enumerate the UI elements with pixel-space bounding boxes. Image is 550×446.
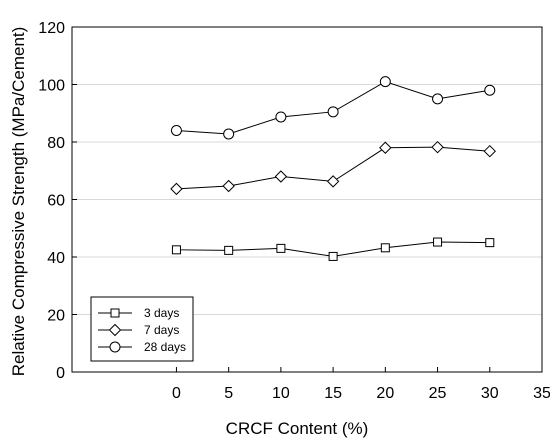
x-tick-label: 35 [533, 385, 550, 402]
y-tick-label: 0 [56, 365, 65, 382]
legend-marker [110, 308, 120, 318]
series-circle [170, 76, 496, 140]
data-point [483, 144, 496, 158]
y-axis-title: Relative Compressive Strength (MPa/Cemen… [9, 27, 28, 377]
legend: 3 days 7 days 28 days [90, 296, 194, 362]
data-point [431, 140, 444, 154]
series-diamond [170, 140, 496, 196]
data-point [433, 237, 443, 247]
legend-label: 28 days [144, 340, 186, 354]
x-tick-label: 15 [324, 385, 342, 402]
y-tick-label: 100 [38, 78, 65, 95]
legend-box [90, 296, 194, 362]
y-axis: 0 20 40 60 80 100 120 [38, 20, 77, 382]
data-point [380, 243, 390, 253]
data-point [224, 245, 234, 255]
data-point [274, 170, 288, 183]
data-point [276, 243, 286, 253]
y-tick-label: 120 [38, 20, 65, 37]
data-point [326, 175, 340, 188]
data-point [223, 128, 235, 140]
data-point [171, 245, 181, 255]
legend-marker [108, 323, 122, 337]
data-point [328, 251, 338, 261]
y-tick-label: 20 [47, 308, 65, 325]
x-axis-title: CRCF Content (%) [226, 419, 369, 438]
grid-lines [72, 84, 542, 315]
data-point [222, 179, 235, 193]
data-point [379, 141, 392, 154]
x-tick-label: 25 [429, 385, 447, 402]
data-point [379, 76, 391, 88]
y-tick-label: 40 [47, 250, 65, 267]
y-tick-label: 60 [47, 193, 65, 210]
data-point [327, 106, 339, 118]
x-tick-label: 5 [224, 385, 233, 402]
legend-item: 28 days [98, 340, 186, 354]
legend-label: 3 days [144, 306, 179, 320]
legend-item: 3 days [98, 306, 179, 320]
data-point [275, 111, 287, 123]
x-tick-label: 0 [172, 385, 181, 402]
x-tick-label: 10 [272, 385, 290, 402]
x-tick-label: 30 [481, 385, 499, 402]
x-tick-label: 20 [376, 385, 394, 402]
data-point [484, 84, 496, 96]
y-tick-label: 80 [47, 135, 65, 152]
legend-label: 7 days [144, 323, 179, 337]
data-point [485, 238, 495, 248]
series-layer [170, 76, 496, 261]
data-point [170, 182, 183, 196]
series-square [171, 237, 495, 261]
data-point [432, 93, 444, 105]
x-axis: 0 5 10 15 20 25 30 35 [172, 367, 550, 402]
legend-item: 7 days [98, 323, 179, 337]
legend-marker [109, 341, 121, 353]
data-point [170, 125, 182, 136]
